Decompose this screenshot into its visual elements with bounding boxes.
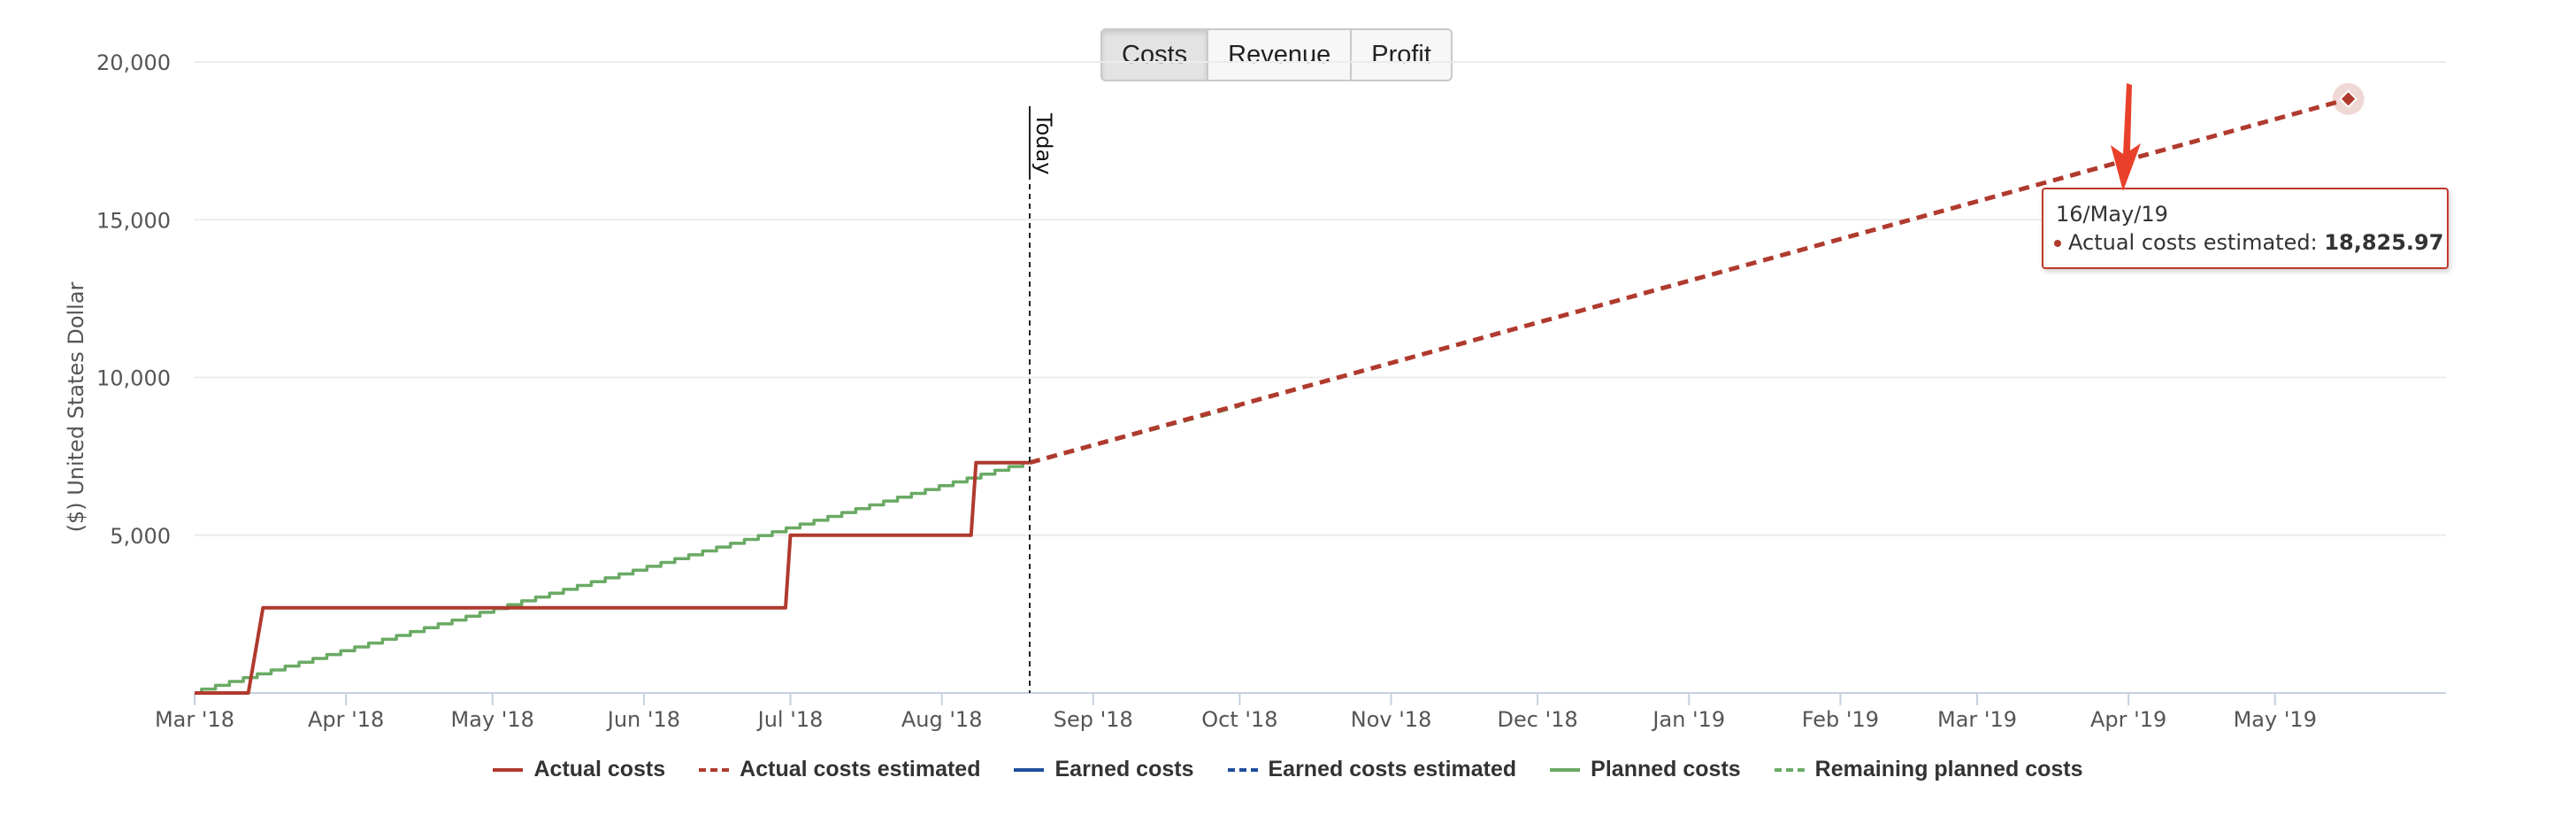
actual-costs-estimated-line	[1029, 96, 2350, 466]
legend-item[interactable]: Actual costs estimated	[699, 757, 980, 782]
x-tick-label: Jul '18	[756, 707, 824, 732]
today-label: Today	[1031, 112, 1056, 174]
x-tick-label: Mar '18	[155, 707, 234, 732]
x-tick-label: Apr '18	[308, 707, 384, 732]
red-arrow-icon	[2111, 83, 2141, 191]
costs-chart: 5,000 10,000 15,000 20,000 Mar '18 Apr '18 May…	[64, 50, 2446, 732]
x-tick-label: May '19	[2234, 707, 2317, 732]
tab-revenue[interactable]: Revenue	[1208, 30, 1353, 80]
y-tick-label: 10,000	[96, 366, 171, 391]
legend-swatch-icon	[1014, 767, 1045, 772]
x-tick-label: Jan '19	[1651, 707, 1725, 732]
chart-legend: Actual costs Actual costs estimated Earned…	[0, 757, 2576, 782]
legend-swatch-icon	[493, 767, 524, 772]
legend-label: Actual costs estimated	[740, 757, 981, 781]
tooltip-date: 16/May/19	[2056, 202, 2168, 227]
legend-swatch-icon	[699, 767, 730, 772]
x-tick-label: Dec '18	[1498, 707, 1578, 732]
legend-swatch-icon	[1550, 767, 1581, 772]
actual-costs-line	[195, 460, 1031, 695]
x-tick-label: Mar '19	[1937, 707, 2017, 732]
x-tick-label: Sep '18	[1054, 707, 1133, 732]
x-tick-label: May '18	[451, 707, 534, 732]
data-point-tooltip: 16/May/19 Actual costs estimated: 18,825…	[2042, 188, 2449, 269]
legend-label: Remaining planned costs	[1814, 757, 2083, 781]
legend-item[interactable]: Planned costs	[1550, 757, 1741, 782]
planned-costs-line	[195, 461, 1031, 695]
chart-view-tabs: Costs Revenue Profit	[1100, 28, 1453, 81]
x-tick-label: Feb '19	[1802, 707, 1879, 732]
x-tick-label: Oct '18	[1201, 707, 1277, 732]
legend-swatch-icon	[1227, 767, 1258, 772]
legend-label: Earned costs	[1054, 757, 1194, 781]
legend-label: Earned costs estimated	[1268, 757, 1517, 781]
x-tick-label: Apr '19	[2090, 707, 2166, 732]
legend-item[interactable]: Remaining planned costs	[1774, 757, 2083, 782]
series-dot-icon	[2054, 240, 2061, 247]
y-tick-label: 5,000	[110, 524, 171, 549]
legend-label: Planned costs	[1591, 757, 1741, 781]
x-tick-label: Nov '18	[1351, 707, 1432, 732]
legend-item[interactable]: Actual costs	[493, 757, 665, 782]
y-tick-label: 20,000	[96, 50, 171, 75]
legend-item[interactable]: Earned costs estimated	[1227, 757, 1517, 782]
data-point-marker	[2339, 89, 2358, 109]
x-tick-label: Jun '18	[606, 707, 680, 732]
tooltip-value: 18,825.97	[2324, 230, 2444, 255]
tooltip-series-label: Actual costs estimated:	[2068, 230, 2325, 255]
x-tick-label: Aug '18	[901, 707, 983, 732]
legend-swatch-icon	[1774, 767, 1805, 772]
legend-item[interactable]: Earned costs	[1014, 757, 1194, 782]
y-axis-title: ($) United States Dollar	[64, 281, 88, 532]
tab-costs[interactable]: Costs	[1102, 30, 1209, 80]
y-tick-label: 15,000	[96, 208, 171, 233]
tooltip-row: Actual costs estimated: 18,825.97	[2054, 230, 2443, 255]
tab-profit[interactable]: Profit	[1352, 30, 1451, 80]
legend-label: Actual costs	[533, 757, 666, 781]
